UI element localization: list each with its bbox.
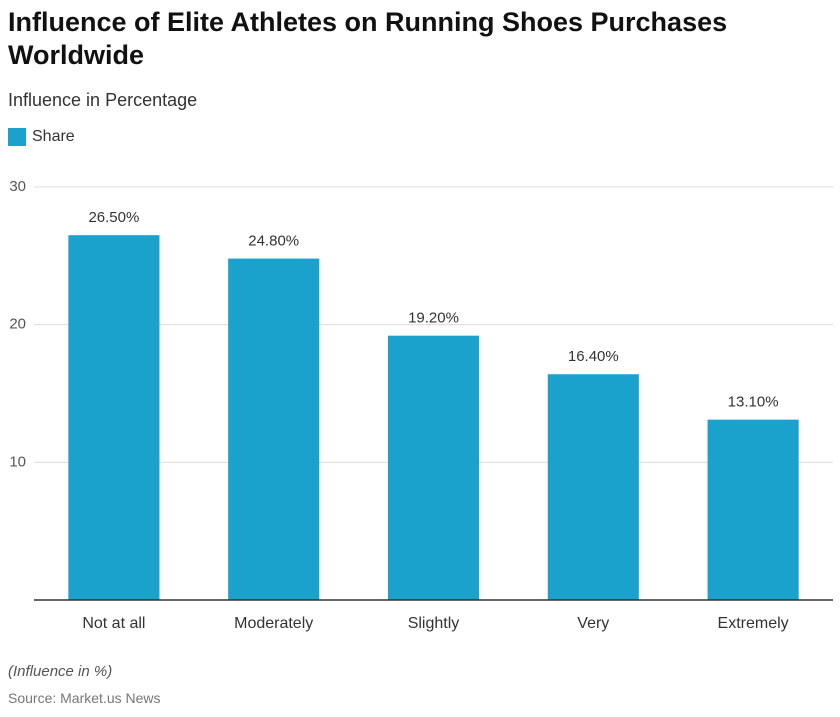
x-tick-label: Not at all (82, 615, 145, 632)
x-tick-label: Extremely (718, 615, 789, 632)
data-label: 19.20% (408, 310, 459, 327)
note: (Influence in %) (8, 663, 113, 680)
x-tick-label: Very (577, 615, 609, 632)
data-label: 26.50% (88, 209, 139, 226)
x-tick-label: Slightly (408, 615, 460, 632)
y-tick-label: 30 (9, 178, 26, 195)
y-tick-label: 10 (9, 453, 26, 470)
bar (387, 335, 480, 600)
data-label: 13.10% (728, 394, 779, 411)
bar (228, 258, 320, 600)
bar (707, 419, 799, 600)
legend-swatch (8, 128, 26, 146)
legend-label: Share (32, 128, 75, 145)
bar (547, 374, 639, 600)
chart-subtitle: Influence in Percentage (8, 90, 198, 110)
source: Source: Market.us News (8, 690, 161, 706)
chart-title: Influence of Elite Athletes on Running S… (8, 7, 728, 70)
data-label: 16.40% (568, 348, 619, 365)
y-tick-label: 20 (9, 316, 26, 333)
data-label: 24.80% (248, 233, 299, 250)
x-tick-label: Moderately (234, 615, 313, 632)
bar (68, 235, 160, 600)
legend: Share (8, 128, 75, 146)
